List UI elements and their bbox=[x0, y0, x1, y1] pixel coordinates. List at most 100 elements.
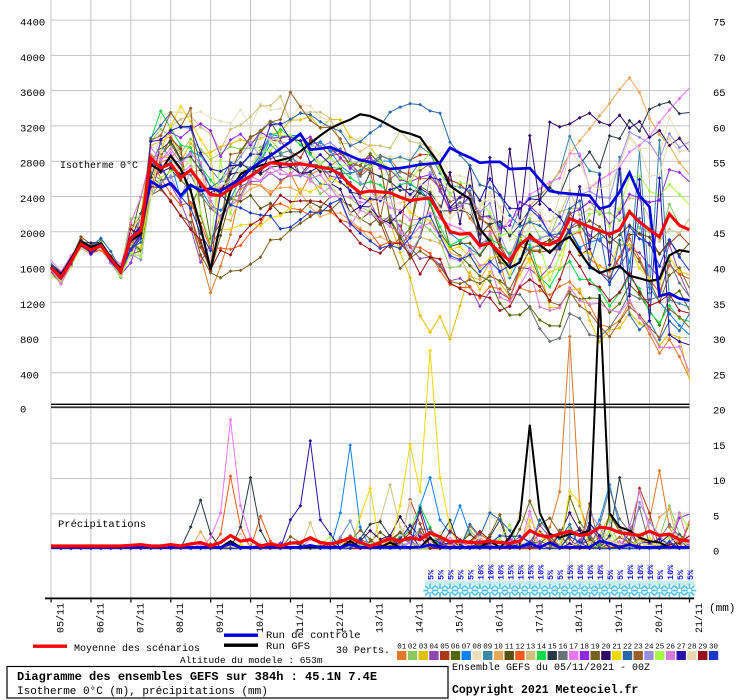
svg-text:04: 04 bbox=[429, 644, 439, 652]
svg-text:30: 30 bbox=[713, 335, 726, 347]
svg-text:08: 08 bbox=[472, 644, 481, 652]
svg-text:15: 15 bbox=[713, 441, 726, 453]
svg-text:Run de contrôle: Run de contrôle bbox=[266, 630, 361, 642]
svg-text:10%: 10% bbox=[476, 564, 486, 580]
svg-text:10%: 10% bbox=[576, 564, 586, 580]
svg-text:09/11: 09/11 bbox=[215, 603, 227, 633]
svg-text:10%: 10% bbox=[536, 564, 546, 580]
svg-text:5%: 5% bbox=[616, 569, 626, 580]
svg-text:35: 35 bbox=[713, 300, 726, 312]
svg-text:20: 20 bbox=[713, 406, 726, 418]
svg-text:30: 30 bbox=[709, 644, 719, 652]
svg-text:11/11: 11/11 bbox=[295, 603, 307, 633]
svg-text:Run GFS: Run GFS bbox=[266, 641, 310, 653]
svg-text:5%: 5% bbox=[457, 569, 467, 580]
svg-text:17: 17 bbox=[569, 644, 578, 652]
svg-text:5%: 5% bbox=[466, 569, 476, 580]
svg-text:Ensemble GEFS du 05/11/2021 -: Ensemble GEFS du 05/11/2021 - 00Z bbox=[452, 662, 650, 674]
svg-text:65: 65 bbox=[713, 88, 726, 100]
svg-text:75: 75 bbox=[713, 18, 726, 30]
svg-text:23: 23 bbox=[634, 644, 644, 652]
svg-text:01: 01 bbox=[397, 644, 407, 652]
svg-text:05/11: 05/11 bbox=[56, 603, 68, 633]
svg-text:5%: 5% bbox=[427, 569, 437, 580]
svg-text:18/11: 18/11 bbox=[574, 603, 586, 633]
svg-text:13/11: 13/11 bbox=[375, 603, 387, 633]
svg-text:5: 5 bbox=[713, 511, 719, 523]
svg-text:(mm): (mm) bbox=[709, 603, 735, 615]
svg-text:30 Perts.: 30 Perts. bbox=[336, 646, 390, 657]
svg-text:0: 0 bbox=[713, 547, 719, 559]
svg-text:Isotherme 0°C (m), précipitati: Isotherme 0°C (m), précipitations (mm) bbox=[17, 686, 268, 698]
svg-text:10%: 10% bbox=[496, 564, 506, 580]
svg-text:Copyright 2021 Meteociel.fr: Copyright 2021 Meteociel.fr bbox=[452, 684, 638, 697]
svg-text:19: 19 bbox=[591, 644, 600, 652]
svg-text:3200: 3200 bbox=[20, 123, 45, 135]
svg-text:5%: 5% bbox=[656, 569, 666, 580]
svg-text:08/11: 08/11 bbox=[175, 603, 187, 633]
svg-text:5%: 5% bbox=[606, 569, 616, 580]
svg-text:05: 05 bbox=[440, 644, 450, 652]
svg-text:10%: 10% bbox=[596, 564, 606, 580]
svg-text:Moyenne des scénarios: Moyenne des scénarios bbox=[74, 643, 200, 655]
svg-text:17/11: 17/11 bbox=[534, 603, 546, 633]
svg-text:07: 07 bbox=[462, 644, 471, 652]
svg-text:06/11: 06/11 bbox=[95, 603, 107, 633]
svg-text:40: 40 bbox=[713, 265, 726, 277]
svg-text:14: 14 bbox=[537, 644, 547, 652]
svg-text:21: 21 bbox=[612, 644, 622, 652]
svg-text:5%: 5% bbox=[447, 569, 457, 580]
svg-text:10/11: 10/11 bbox=[255, 603, 267, 633]
svg-text:2400: 2400 bbox=[20, 194, 45, 206]
svg-text:22: 22 bbox=[623, 644, 632, 652]
svg-text:Diagramme des ensembles GEFS s: Diagramme des ensembles GEFS sur 384h : … bbox=[17, 670, 377, 684]
svg-text:55: 55 bbox=[713, 159, 726, 171]
svg-text:20: 20 bbox=[601, 644, 611, 652]
svg-text:Altitude du modele : 653m: Altitude du modele : 653m bbox=[180, 655, 323, 666]
svg-text:4000: 4000 bbox=[20, 53, 45, 65]
svg-text:12/11: 12/11 bbox=[335, 603, 347, 633]
svg-text:29: 29 bbox=[698, 644, 707, 652]
svg-text:10%: 10% bbox=[626, 564, 636, 580]
svg-text:26: 26 bbox=[666, 644, 676, 652]
svg-text:10%: 10% bbox=[666, 564, 676, 580]
svg-text:Isotherme 0°C: Isotherme 0°C bbox=[60, 160, 138, 172]
svg-text:13: 13 bbox=[526, 644, 536, 652]
svg-text:50: 50 bbox=[713, 194, 726, 206]
svg-text:24: 24 bbox=[644, 644, 654, 652]
svg-text:10%: 10% bbox=[636, 564, 646, 580]
svg-text:02: 02 bbox=[408, 644, 417, 652]
svg-text:800: 800 bbox=[20, 335, 39, 347]
svg-text:2000: 2000 bbox=[20, 229, 45, 241]
svg-text:06: 06 bbox=[451, 644, 461, 652]
svg-text:16/11: 16/11 bbox=[494, 603, 506, 633]
svg-text:10%: 10% bbox=[486, 564, 496, 580]
svg-text:14/11: 14/11 bbox=[415, 603, 427, 633]
svg-text:09: 09 bbox=[483, 644, 492, 652]
svg-text:28: 28 bbox=[687, 644, 696, 652]
svg-text:03: 03 bbox=[419, 644, 429, 652]
svg-text:5%: 5% bbox=[686, 569, 696, 580]
svg-text:400: 400 bbox=[20, 370, 39, 382]
svg-text:10: 10 bbox=[494, 644, 504, 652]
svg-text:15%: 15% bbox=[506, 564, 516, 580]
svg-text:5%: 5% bbox=[437, 569, 447, 580]
svg-text:18: 18 bbox=[580, 644, 589, 652]
svg-text:1600: 1600 bbox=[20, 265, 45, 277]
svg-text:12: 12 bbox=[515, 644, 524, 652]
svg-text:15%: 15% bbox=[516, 564, 526, 580]
svg-text:15%: 15% bbox=[566, 564, 576, 580]
svg-text:4400: 4400 bbox=[20, 18, 45, 30]
svg-text:25: 25 bbox=[655, 644, 665, 652]
svg-text:07/11: 07/11 bbox=[135, 603, 147, 633]
svg-text:19/11: 19/11 bbox=[614, 603, 626, 633]
svg-text:5%: 5% bbox=[556, 569, 566, 580]
svg-text:Précipitations: Précipitations bbox=[58, 519, 146, 531]
svg-text:15%: 15% bbox=[526, 564, 536, 580]
svg-text:11: 11 bbox=[505, 644, 515, 652]
svg-text:15/11: 15/11 bbox=[455, 603, 467, 633]
svg-text:10%: 10% bbox=[586, 564, 596, 580]
svg-text:27: 27 bbox=[677, 644, 686, 652]
svg-text:5%: 5% bbox=[676, 569, 686, 580]
svg-text:16: 16 bbox=[558, 644, 568, 652]
